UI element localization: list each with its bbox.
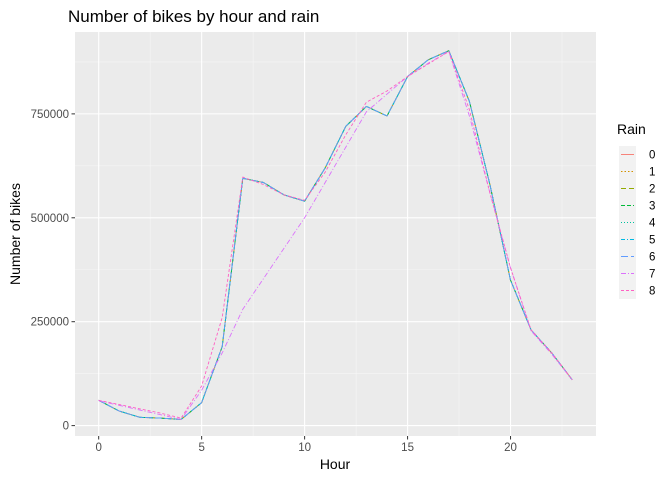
series-line-7 <box>98 51 573 420</box>
legend-key-bg <box>619 265 636 282</box>
legend-key-bg <box>619 163 636 180</box>
legend-label-3: 3 <box>649 201 655 213</box>
legend-label-2: 2 <box>649 184 655 196</box>
legend-label-5: 5 <box>649 235 655 247</box>
series-lines <box>98 50 573 420</box>
legend-label-7: 7 <box>649 269 655 281</box>
plot-panel <box>75 32 596 436</box>
x-axis-title: Hour <box>320 456 351 472</box>
legend-label-0: 0 <box>649 150 655 162</box>
y-axis: 0 250000 500000 750000 <box>31 109 75 433</box>
legend-label-6: 6 <box>649 252 655 264</box>
legend-label-4: 4 <box>649 218 656 230</box>
legend: Rain 0 1 2 3 4 5 6 7 8 <box>617 121 656 299</box>
y-axis-title: Number of bikes <box>7 183 23 285</box>
legend-key-bg <box>619 180 636 197</box>
x-axis: 0 5 10 15 20 <box>95 436 517 454</box>
x-tick-label: 10 <box>298 442 311 454</box>
y-tick-label: 0 <box>63 421 69 433</box>
x-tick-label: 20 <box>504 442 517 454</box>
x-tick-label: 5 <box>198 442 204 454</box>
y-tick-label: 750000 <box>31 109 69 121</box>
series-line-8 <box>98 51 573 419</box>
y-tick-label: 500000 <box>31 213 69 225</box>
y-tick-label: 250000 <box>31 317 69 329</box>
series-line-6 <box>98 50 573 420</box>
legend-label-8: 8 <box>649 286 655 298</box>
legend-title: Rain <box>617 121 646 137</box>
minor-gridlines <box>75 32 596 436</box>
chart-title: Number of bikes by hour and rain <box>68 7 319 26</box>
x-tick-label: 0 <box>95 442 101 454</box>
major-gridlines <box>75 32 596 436</box>
x-tick-label: 15 <box>401 442 414 454</box>
legend-label-1: 1 <box>649 167 655 179</box>
